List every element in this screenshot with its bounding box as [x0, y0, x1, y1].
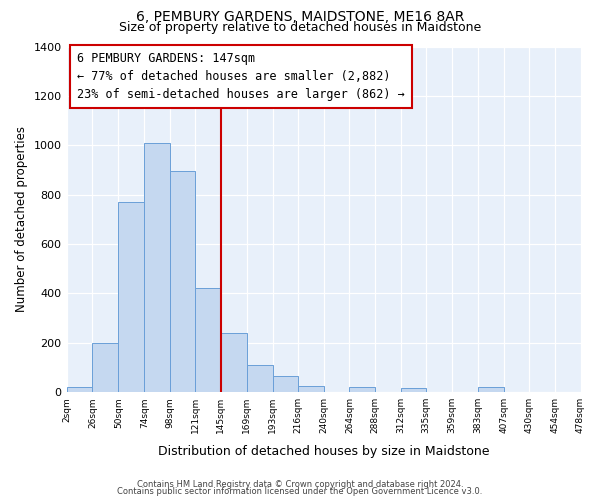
Bar: [195, 288, 221, 392]
Bar: [247, 365, 273, 392]
Bar: [118, 202, 144, 392]
Bar: [349, 387, 376, 392]
Bar: [67, 387, 92, 392]
Bar: [92, 343, 118, 392]
Bar: [170, 171, 195, 392]
Bar: [401, 388, 426, 392]
Text: Contains HM Land Registry data © Crown copyright and database right 2024.: Contains HM Land Registry data © Crown c…: [137, 480, 463, 489]
Text: 6 PEMBURY GARDENS: 147sqm
← 77% of detached houses are smaller (2,882)
23% of se: 6 PEMBURY GARDENS: 147sqm ← 77% of detac…: [77, 52, 404, 100]
Bar: [478, 387, 504, 392]
Bar: [144, 143, 170, 392]
Bar: [221, 333, 247, 392]
Text: Size of property relative to detached houses in Maidstone: Size of property relative to detached ho…: [119, 21, 481, 34]
Text: 6, PEMBURY GARDENS, MAIDSTONE, ME16 8AR: 6, PEMBURY GARDENS, MAIDSTONE, ME16 8AR: [136, 10, 464, 24]
Y-axis label: Number of detached properties: Number of detached properties: [15, 126, 28, 312]
X-axis label: Distribution of detached houses by size in Maidstone: Distribution of detached houses by size …: [158, 444, 489, 458]
Text: Contains public sector information licensed under the Open Government Licence v3: Contains public sector information licen…: [118, 488, 482, 496]
Bar: [298, 386, 323, 392]
Bar: [273, 376, 298, 392]
